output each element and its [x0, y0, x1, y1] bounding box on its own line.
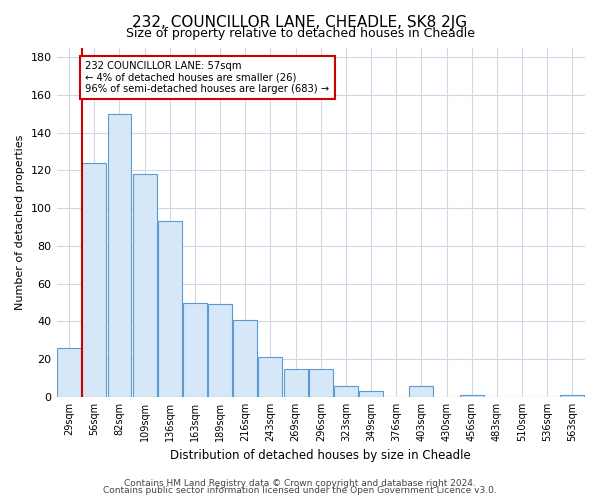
Bar [334, 386, 358, 397]
Y-axis label: Number of detached properties: Number of detached properties [15, 134, 25, 310]
Bar [259, 358, 283, 397]
Bar [133, 174, 157, 397]
Bar [233, 320, 257, 397]
Text: 232, COUNCILLOR LANE, CHEADLE, SK8 2JG: 232, COUNCILLOR LANE, CHEADLE, SK8 2JG [133, 15, 467, 30]
Text: 232 COUNCILLOR LANE: 57sqm
← 4% of detached houses are smaller (26)
96% of semi-: 232 COUNCILLOR LANE: 57sqm ← 4% of detac… [85, 60, 329, 94]
Text: Size of property relative to detached houses in Cheadle: Size of property relative to detached ho… [125, 28, 475, 40]
Text: Contains HM Land Registry data © Crown copyright and database right 2024.: Contains HM Land Registry data © Crown c… [124, 478, 476, 488]
Bar [359, 392, 383, 397]
Bar [82, 163, 106, 397]
Bar [460, 395, 484, 397]
Bar [409, 386, 433, 397]
Bar [57, 348, 81, 397]
Bar [158, 222, 182, 397]
Bar [183, 302, 207, 397]
Bar [284, 368, 308, 397]
Bar [309, 368, 333, 397]
Text: Contains public sector information licensed under the Open Government Licence v3: Contains public sector information licen… [103, 486, 497, 495]
X-axis label: Distribution of detached houses by size in Cheadle: Distribution of detached houses by size … [170, 450, 471, 462]
Bar [208, 304, 232, 397]
Bar [560, 395, 584, 397]
Bar [107, 114, 131, 397]
